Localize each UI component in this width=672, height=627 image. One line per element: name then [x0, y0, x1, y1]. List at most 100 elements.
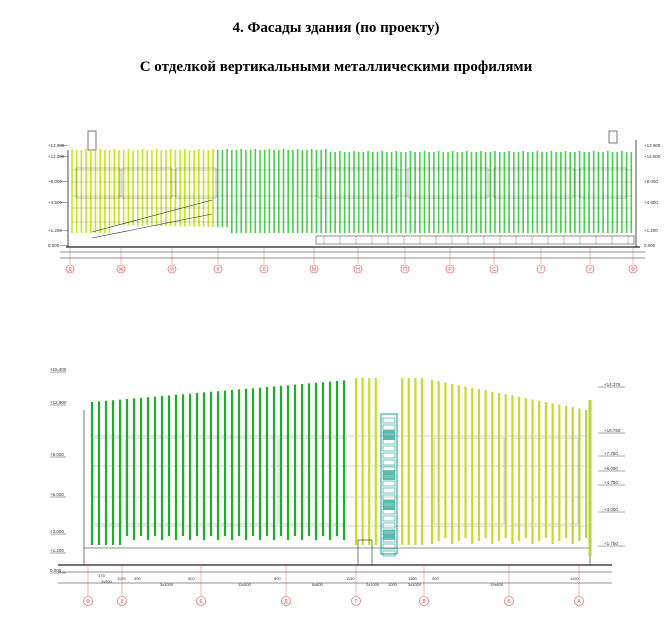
axis-bubble — [574, 596, 584, 606]
stair-window — [383, 530, 395, 540]
dimension-label: 11x500 — [238, 582, 252, 587]
dimension-label: 1125 — [117, 576, 126, 581]
axis-label: Т — [539, 267, 542, 273]
level-mark-right: +4.500 — [644, 200, 658, 205]
axis-label: Ж — [119, 267, 124, 273]
axis-bubble — [419, 596, 429, 606]
dimension-label: 2x1000 — [366, 582, 380, 587]
axis-label: Н — [356, 267, 360, 273]
stair-panel — [382, 494, 396, 501]
dimension-label: 3x1000 — [160, 582, 174, 587]
axis-bubble — [445, 264, 455, 274]
dimension-label: 500 — [432, 576, 439, 581]
level-mark-left: 0.000 — [50, 568, 62, 573]
level-mark-left: +6.000 — [50, 492, 64, 497]
level-mark-left: +13.900 — [48, 143, 65, 148]
window-frame — [175, 167, 217, 199]
dimension-label: 19x600 — [490, 582, 504, 587]
dimension-label: 3x1000 — [408, 582, 422, 587]
window-frame — [121, 167, 173, 199]
level-mark-left: +1.200 — [50, 548, 64, 553]
stair-panel — [382, 522, 396, 529]
window-frame — [317, 167, 399, 199]
stair-column — [380, 413, 398, 555]
window-frame — [407, 167, 489, 199]
axis-label: Б — [507, 599, 511, 605]
dimension-label: 500 — [188, 576, 195, 581]
dimension-label: 3x500 — [101, 579, 113, 584]
axis-bubble — [196, 596, 206, 606]
axis-label: Л — [262, 267, 265, 273]
facade-bottom: +15.400 +12.900 +9.000 +6.000 +3.000 +1.200 0.… — [50, 367, 625, 606]
stair-panel — [382, 487, 396, 494]
dimension-label: 500 — [134, 576, 141, 581]
axis-bubble — [117, 596, 127, 606]
level-mark-right: +6.000 — [604, 466, 618, 471]
level-mark-right: +8.000 — [644, 179, 658, 184]
facade-top: +13.900 +12.000 +8.000 +4.500 +1.200 0.000 +13… — [48, 130, 661, 274]
window-frame — [433, 437, 505, 525]
window-frame — [493, 167, 575, 199]
dimension-label: 6x800 — [312, 582, 324, 587]
axis-bubble — [65, 264, 75, 274]
axis-label: Ф — [631, 267, 635, 273]
level-mark-right: +12.000 — [644, 154, 661, 159]
level-mark-left: +4.500 — [48, 200, 62, 205]
axis-label: М — [312, 267, 316, 273]
level-mark-left: +9.000 — [50, 452, 64, 457]
axis-label: П — [403, 267, 407, 273]
stair-panel — [382, 459, 396, 466]
axis-label: Е — [199, 599, 203, 605]
dimension-label: 1100 — [570, 576, 579, 581]
axis-bubble — [83, 596, 93, 606]
level-mark-left: +8.000 — [48, 179, 62, 184]
axis-label: К — [217, 267, 220, 273]
level-mark-right: +1.750 — [604, 541, 618, 546]
axis-bubble — [213, 264, 223, 274]
stair-panel — [382, 543, 396, 550]
level-mark-left: +15.400 — [50, 367, 67, 372]
stair-panel — [382, 515, 396, 522]
dimension-label: 375 — [98, 573, 105, 578]
axis-bubble — [536, 264, 546, 274]
stair-panel — [382, 550, 396, 557]
level-mark-left: 0.000 — [48, 243, 60, 248]
stair-panel — [382, 424, 396, 431]
axis-label: У — [588, 267, 592, 273]
level-mark-left: +12.900 — [50, 400, 67, 405]
dimension-label: 1150 — [346, 576, 355, 581]
stair-panel — [382, 445, 396, 452]
axis-bubble — [585, 264, 595, 274]
dimension-label: 1500 — [408, 576, 418, 581]
window-frame — [93, 437, 123, 525]
stair-panel — [382, 452, 396, 459]
axis-label: Д — [284, 599, 288, 605]
axis-bubble — [353, 264, 363, 274]
axis-bubble — [309, 264, 319, 274]
level-mark-right: +13.900 — [644, 143, 661, 148]
window-frame — [579, 167, 627, 199]
axis-label: И — [170, 267, 174, 273]
plinth — [315, 235, 635, 245]
level-mark-right: +14.375 — [604, 382, 621, 387]
level-mark-right: +3.000 — [604, 507, 618, 512]
axis-bubble — [259, 264, 269, 274]
dimension-label: 500 — [274, 576, 281, 581]
axis-label: Ф — [86, 599, 90, 605]
stair-window — [383, 470, 395, 480]
level-mark-left: +1.200 — [48, 228, 62, 233]
level-mark-right: 0.000 — [644, 243, 656, 248]
stair-window — [383, 430, 395, 440]
axis-label: А — [577, 599, 581, 605]
section-title: 4. Фасады здания (по проекту) — [232, 20, 440, 36]
stair-panel — [382, 480, 396, 487]
axis-bubble — [489, 264, 499, 274]
axis-label: Г — [355, 599, 358, 605]
level-mark-right: +1.200 — [644, 228, 658, 233]
stair-panel — [382, 417, 396, 424]
ramp-line — [91, 213, 213, 239]
level-mark-left: +12.000 — [48, 154, 65, 159]
axis-label: В — [422, 599, 426, 605]
axis-bubble — [628, 264, 638, 274]
